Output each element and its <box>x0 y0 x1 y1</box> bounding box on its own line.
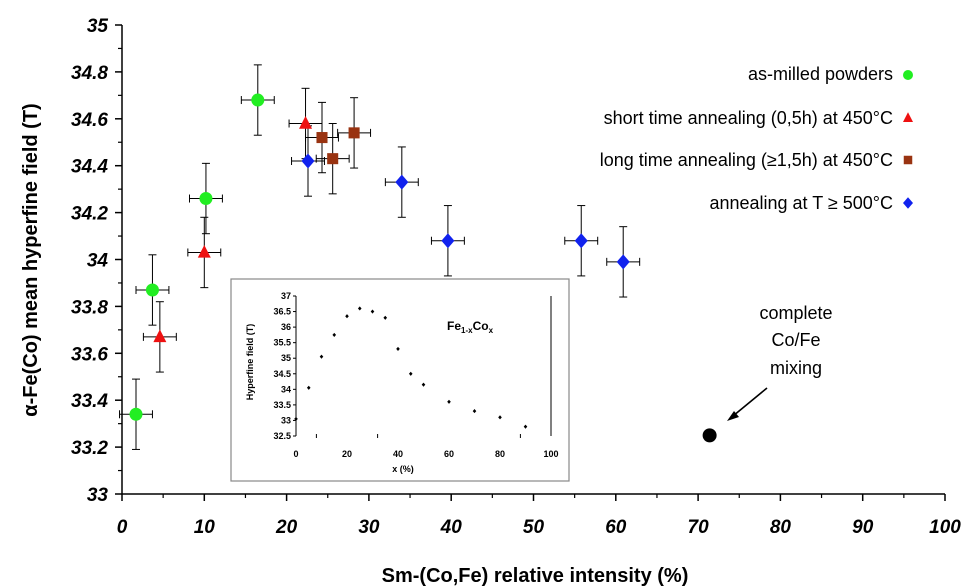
y-tick-label: 34.8 <box>71 63 108 84</box>
inset-data-point <box>472 409 477 414</box>
inset-y-axis-title: Hyperfine field (T) <box>245 324 255 401</box>
inset-y-tick-label: 32.5 <box>273 431 291 441</box>
inset-data-point <box>498 415 502 420</box>
main-plot: 33 33.2 33.4 33.6 33.8 34 34.2 34.4 34.6 34.8 35 0 1… <box>71 16 961 538</box>
annotation-arrow-line <box>732 387 768 417</box>
data-point <box>616 254 630 270</box>
y-tick-label: 33.8 <box>71 297 108 318</box>
y-tick-label: 34 <box>87 251 109 272</box>
x-tick-label: 40 <box>440 517 463 538</box>
inset-x-tick-label: 100 <box>543 449 558 459</box>
data-point <box>702 428 717 443</box>
annotation-line-2: Co/Fe <box>771 330 820 350</box>
legend-markers <box>903 70 913 209</box>
inset-y-tick-label: 35.5 <box>273 338 291 348</box>
x-axis-title: Sm-(Co,Fe) relative intensity (%) <box>382 565 689 587</box>
legend: as-milled powders short time annealing (… <box>600 64 913 213</box>
data-point <box>395 174 409 190</box>
data-point <box>348 127 360 139</box>
y-tick-label: 34.4 <box>71 157 108 178</box>
inset-frame <box>230 278 570 482</box>
legend-marker <box>903 70 913 80</box>
y-tick-label: 33.6 <box>71 344 108 365</box>
legend-label-high-temp: annealing at T ≥ 500°C <box>709 193 893 213</box>
inset-y-tick-label: 33.5 <box>273 400 291 410</box>
y-tick-label: 33.2 <box>71 438 108 459</box>
annotation: complete Co/Fe mixing <box>727 303 833 421</box>
annotation-line-3: mixing <box>770 358 822 378</box>
inset-formula: Fe1-xCox <box>447 319 494 335</box>
legend-label-short-anneal: short time annealing (0,5h) at 450°C <box>604 108 893 128</box>
data-point <box>299 116 313 129</box>
legend-label-as-milled: as-milled powders <box>748 64 893 84</box>
inset-data-point <box>294 416 298 421</box>
inset-x-tick-label: 80 <box>495 449 505 459</box>
formula-fe: Fe <box>447 319 461 333</box>
data-point <box>153 329 167 343</box>
x-tick-label: 20 <box>275 517 298 538</box>
inset-data-point <box>370 309 375 314</box>
inset-x-tick-label: 40 <box>393 449 403 459</box>
inset-y-tick-label: 36.5 <box>273 307 291 317</box>
formula-sub-1-x: 1-x <box>461 326 473 335</box>
inset-y-tick-label: 35 <box>281 353 291 363</box>
inset-data-point <box>408 371 413 376</box>
x-tick-label: 10 <box>194 517 216 538</box>
inset-y-tick-label: 34.5 <box>273 369 291 379</box>
data-point <box>574 233 588 249</box>
inset-x-tick-label: 20 <box>342 449 352 459</box>
y-tick-label: 35 <box>87 16 109 37</box>
x-tick-label: 80 <box>770 517 792 538</box>
formula-sub-x: x <box>489 326 494 335</box>
x-tick-label: 100 <box>929 517 961 538</box>
data-point <box>197 244 211 258</box>
x-tick-label: 30 <box>358 517 380 538</box>
inset-x-tick-label: 0 <box>293 449 298 459</box>
inset-data-point <box>306 385 311 390</box>
y-tick-label: 33.4 <box>71 391 108 412</box>
inset-plot: 32.5 33 33.5 34 34.5 35 35.5 36 36.5 37 0 20 40 60 80 1… <box>273 291 558 459</box>
x-tick-label: 60 <box>605 517 627 538</box>
y-axis-title: α-Fe(Co) mean hyperfine field (T) <box>20 103 42 416</box>
legend-label-long-anneal: long time annealing (≥1,5h) at 450°C <box>600 150 893 170</box>
data-point <box>327 153 339 165</box>
annotation-arrowhead <box>727 411 739 421</box>
data-point <box>441 233 455 249</box>
x-tick-label: 90 <box>852 517 874 538</box>
legend-marker <box>903 155 913 165</box>
legend-marker <box>903 197 913 209</box>
data-point <box>129 407 143 421</box>
inset-data-point <box>332 332 337 337</box>
inset-y-tick-label: 36 <box>281 322 291 332</box>
inset-data-point <box>383 315 388 320</box>
inset-data-point <box>447 399 451 404</box>
inset-data-point <box>319 354 324 359</box>
inset-x-axis-title: x (%) <box>392 464 414 474</box>
inset-y-tick-label: 33 <box>281 415 291 425</box>
x-tick-label: 50 <box>523 517 545 538</box>
inset-y-tick-label: 34 <box>281 384 291 394</box>
data-point <box>301 153 315 169</box>
inset-data-point <box>345 314 349 319</box>
x-tick-label: 70 <box>688 517 710 538</box>
data-point <box>145 283 159 297</box>
x-tick-label: 0 <box>117 517 128 538</box>
inset-data-point <box>396 346 400 351</box>
formula-co: Co <box>473 319 489 333</box>
inset-data-point <box>357 306 362 311</box>
inset-x-tick-label: 60 <box>444 449 454 459</box>
annotation-line-1: complete <box>759 303 832 323</box>
y-tick-label: 34.2 <box>71 204 108 225</box>
inset-y-tick-label: 37 <box>281 291 291 301</box>
data-point <box>199 192 213 206</box>
data-point <box>316 132 328 144</box>
data-point <box>251 93 265 107</box>
y-tick-label: 33 <box>87 485 109 506</box>
legend-marker <box>903 112 913 122</box>
inset-chart: 32.5 33 33.5 34 34.5 35 35.5 36 36.5 37 0 20 40 60 80 1… <box>230 278 570 482</box>
inset-data-point <box>523 424 528 429</box>
y-tick-label: 34.6 <box>71 110 108 131</box>
inset-data-point <box>421 382 426 387</box>
